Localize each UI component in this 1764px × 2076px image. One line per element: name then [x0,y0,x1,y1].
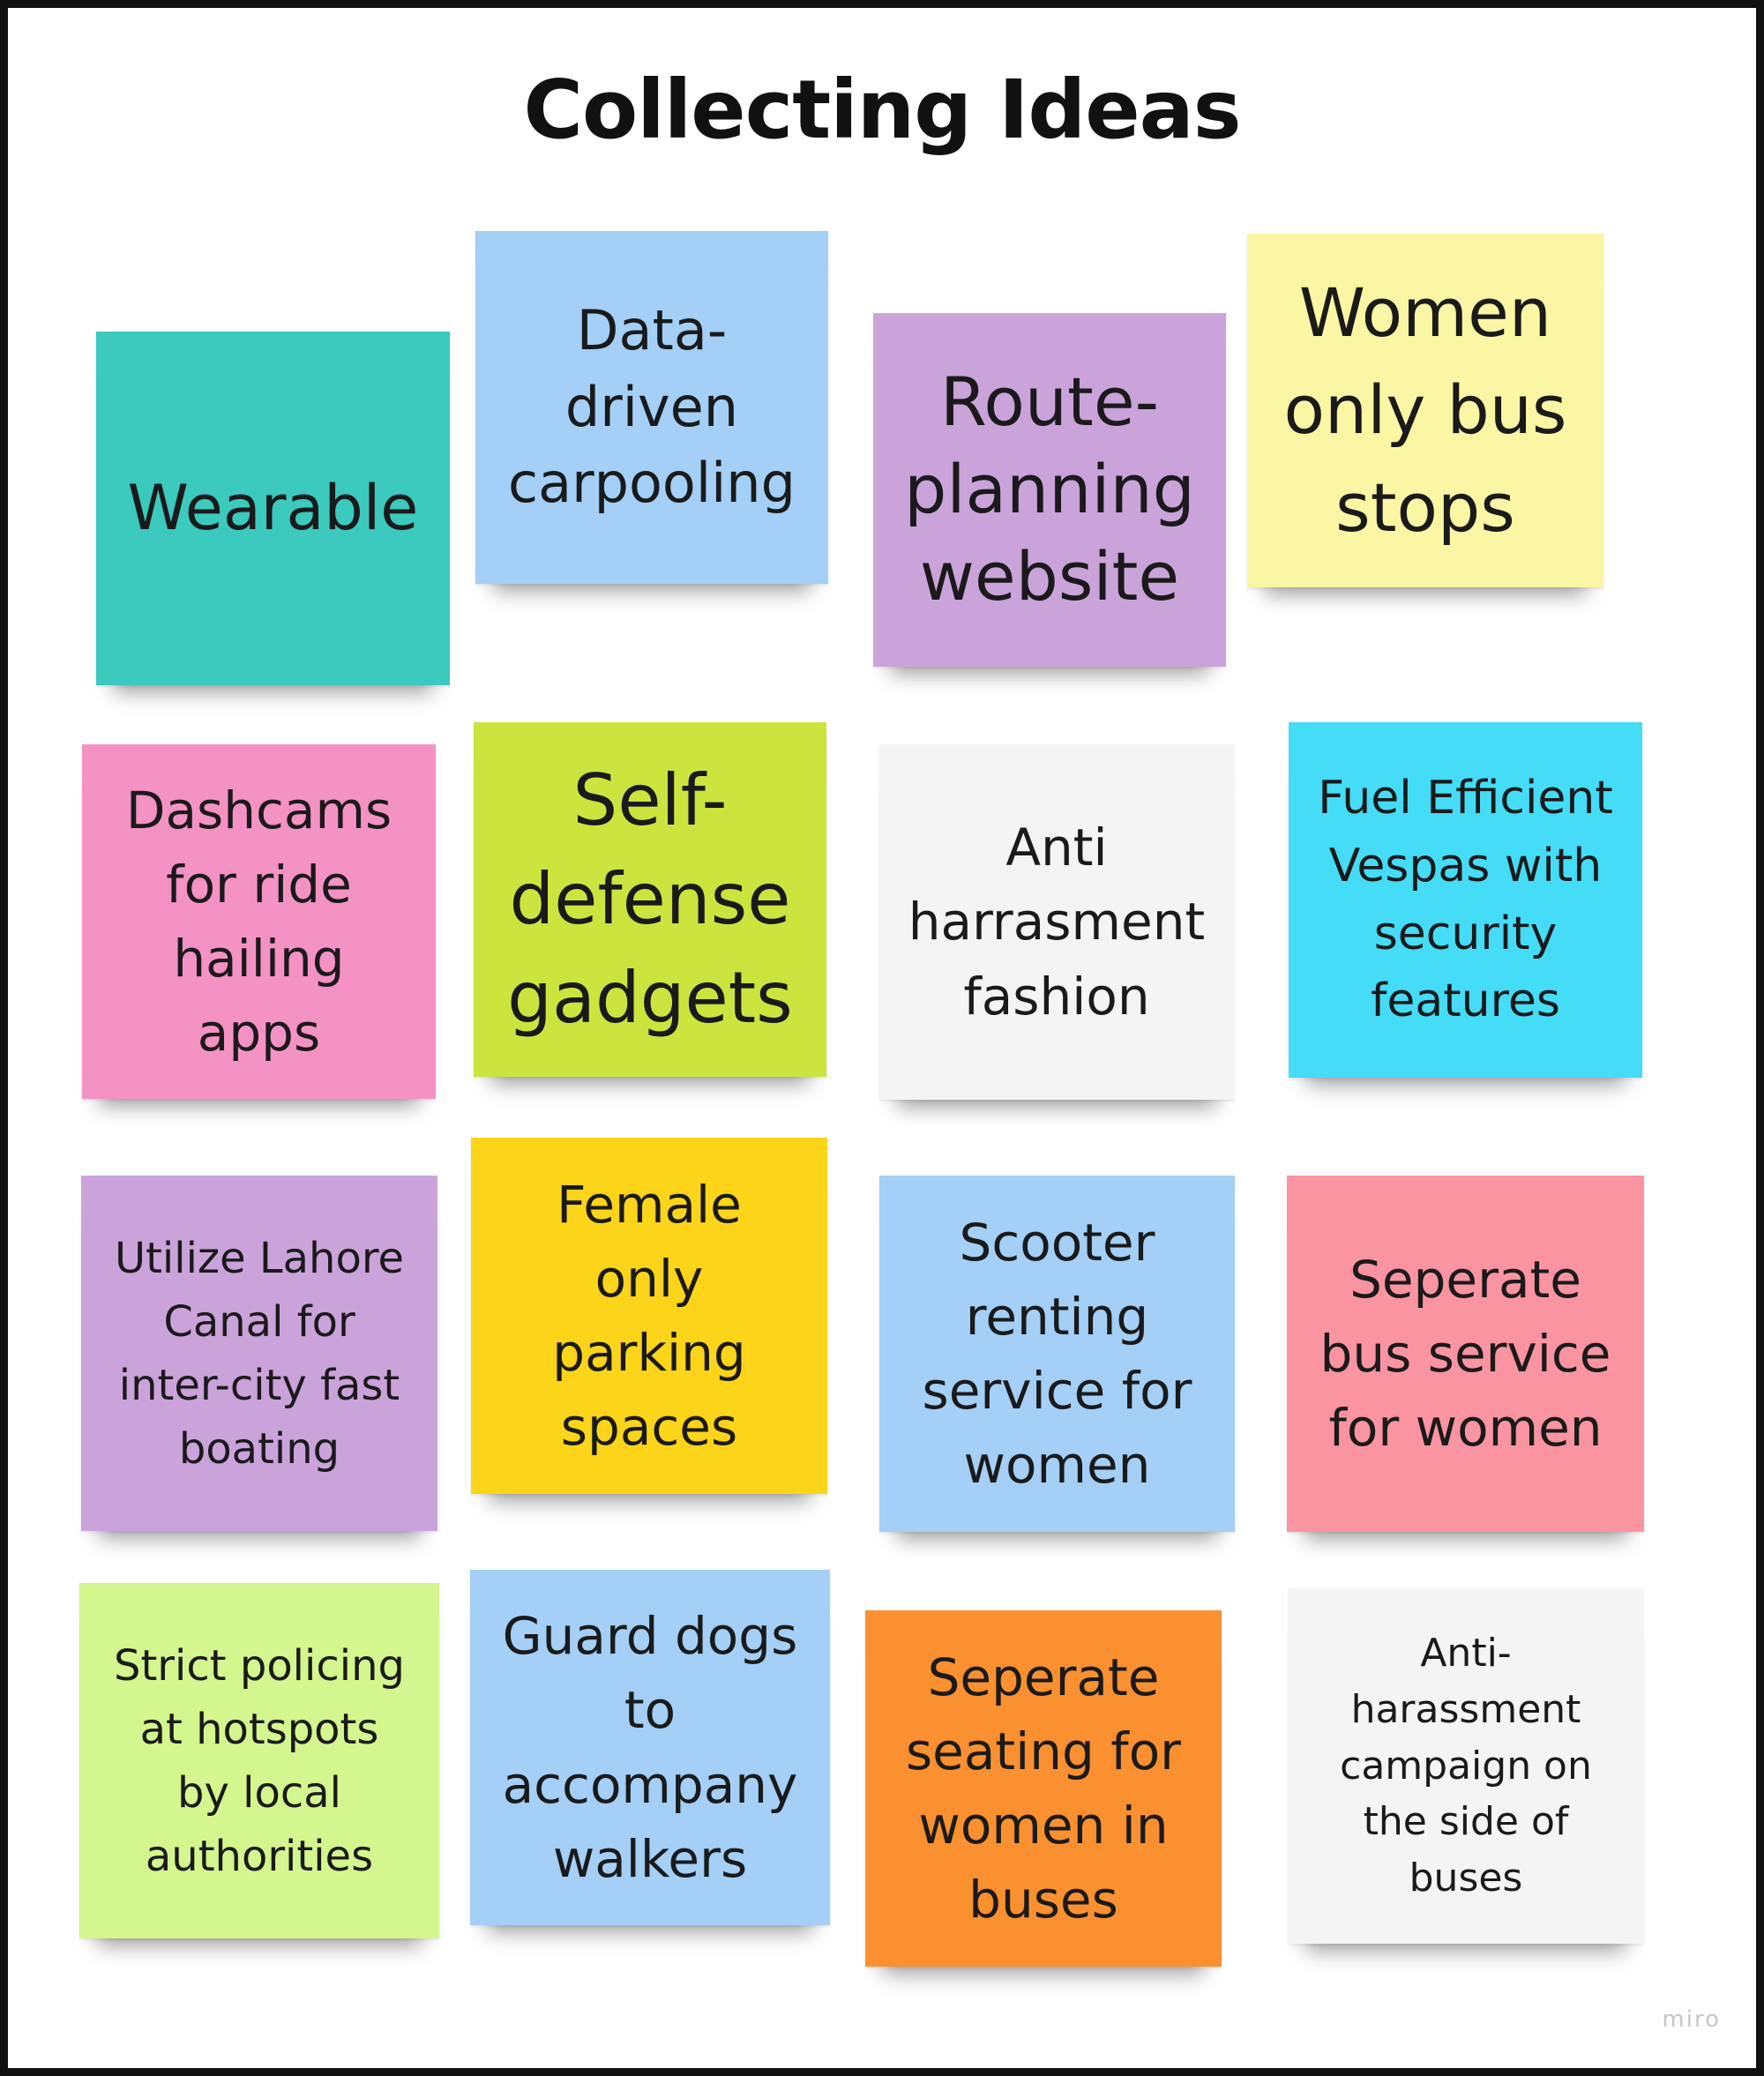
sticky-note-text: Anti harrasment fashion [908,818,1206,1027]
sticky-note-guard-dogs[interactable]: Guard dogs to accompany walkers [470,1570,830,1925]
sticky-note-route-planning-website[interactable]: Route-planning website [873,313,1226,667]
board-title: Collecting Ideas [523,63,1242,157]
sticky-note-dashcams[interactable]: Dashcams for ride hailing apps [82,744,436,1099]
sticky-note-female-only-parking[interactable]: Female only parking spaces [471,1138,827,1494]
sticky-note-strict-policing[interactable]: Strict policing at hotspots by local author… [79,1583,439,1938]
sticky-note-seperate-seating[interactable]: Seperate seating for women in buses [865,1610,1222,1967]
sticky-note-text: Self-defense gadgets [507,759,793,1039]
sticky-note-text: Anti-harassment campaign on the side of bus… [1340,1631,1592,1901]
sticky-note-text: Strict policing at hotspots by local author… [114,1640,405,1881]
sticky-note-text: Seperate seating for women in buses [905,1647,1182,1930]
sticky-note-fuel-efficient-vespas[interactable]: Fuel Efficient Vespas with security feature… [1289,722,1642,1078]
sticky-note-data-driven-carpooling[interactable]: Data-driven carpooling [475,231,828,584]
sticky-note-text: Utilize Lahore Canal for inter-city fast bo… [114,1233,405,1474]
miro-watermark: miro [1662,2006,1721,2033]
sticky-note-text: Seperate bus service for women [1319,1249,1611,1459]
sticky-note-text: Data-driven carpooling [508,297,796,516]
sticky-note-text: Fuel Efficient Vespas with security feature… [1318,771,1613,1028]
sticky-note-anti-harassment-campaign[interactable]: Anti-harassment campaign on the side of bus… [1289,1588,1643,1944]
sticky-note-self-defense-gadgets[interactable]: Self-defense gadgets [474,722,826,1077]
sticky-note-wearable[interactable]: Wearable [96,332,450,685]
sticky-note-text: Dashcams for ride hailing apps [125,780,392,1064]
sticky-note-text: Women only bus stops [1283,273,1567,547]
sticky-note-text: Route-planning website [904,362,1195,616]
sticky-note-text: Wearable [127,471,419,544]
sticky-note-women-only-bus-stops[interactable]: Women only bus stops [1247,234,1603,587]
sticky-note-text: Guard dogs to accompany walkers [502,1606,798,1889]
sticky-note-text: Scooter renting service for women [922,1212,1192,1496]
sticky-note-lahore-canal-boating[interactable]: Utilize Lahore Canal for inter-city fast bo… [81,1176,437,1531]
sticky-note-seperate-bus-service[interactable]: Seperate bus service for women [1287,1176,1644,1532]
sticky-note-anti-harrasment-fashion[interactable]: Anti harrasment fashion [879,744,1234,1100]
sticky-note-scooter-renting[interactable]: Scooter renting service for women [879,1176,1235,1532]
sticky-note-text: Female only parking spaces [552,1174,746,1458]
